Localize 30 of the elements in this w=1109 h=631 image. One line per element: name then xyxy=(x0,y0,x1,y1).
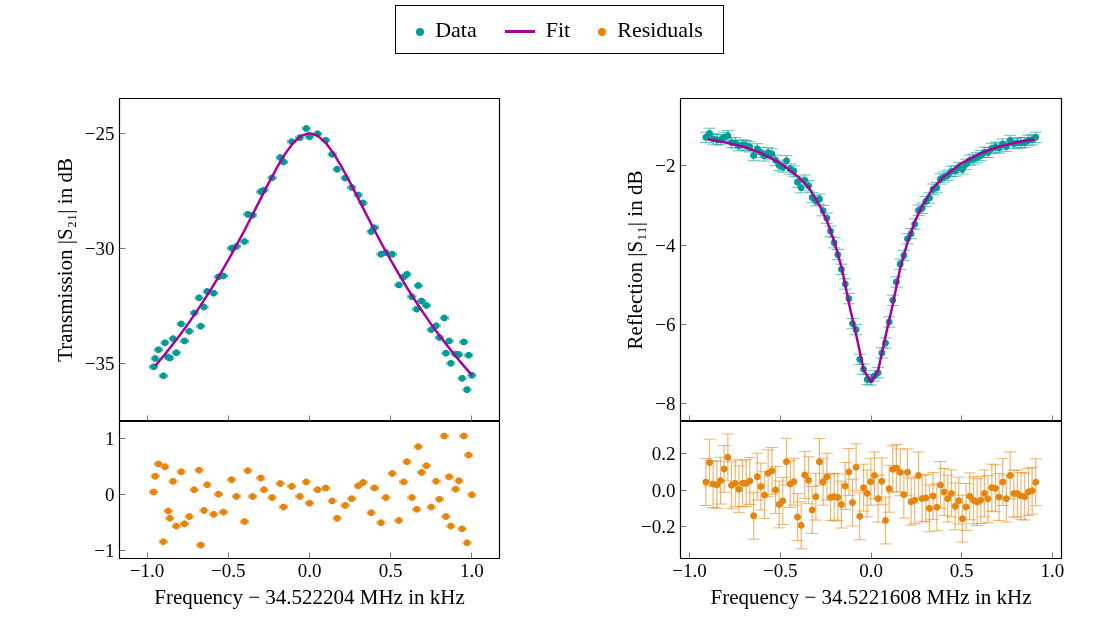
x-axis-title: Frequency − 34.5221608 MHz in kHz xyxy=(710,584,1032,609)
y-tick-label: −6 xyxy=(655,313,676,335)
y-tick-label: −30 xyxy=(84,237,115,259)
legend-label: Data xyxy=(434,17,477,42)
x-axis-title: Frequency − 34.522204 MHz in kHz xyxy=(154,584,465,609)
y-tick-label: 1 xyxy=(105,427,115,449)
y-tick-label: 0.0 xyxy=(651,479,676,501)
y-tick-label: −2 xyxy=(655,155,676,177)
y-tick-label: 0 xyxy=(105,483,115,505)
x-tick-label: 0.5 xyxy=(949,559,974,581)
y-axis-title: Reflection |S₁₁| in dB xyxy=(623,170,648,350)
x-tick-label: −1.0 xyxy=(672,559,707,581)
y-tick-label: −0.2 xyxy=(641,515,676,537)
x-tick-label: 0.0 xyxy=(859,559,883,581)
y-tick-label: −35 xyxy=(84,353,115,375)
legend-label: Residuals xyxy=(616,17,703,42)
y-tick-label: 0.2 xyxy=(651,443,676,465)
y-tick-label: −4 xyxy=(655,234,676,256)
x-tick-label: 1.0 xyxy=(1040,559,1065,581)
x-tick-label: 0.5 xyxy=(378,559,403,581)
x-tick-label: 0.0 xyxy=(297,559,322,581)
y-axis-title: Transmission |S₂₁| in dB xyxy=(52,158,77,362)
legend-label: Fit xyxy=(544,17,571,42)
x-tick-label: 1.0 xyxy=(460,559,484,581)
x-tick-label: −0.5 xyxy=(763,559,798,581)
y-tick-label: −1 xyxy=(94,539,115,561)
y-tick-label: −8 xyxy=(655,393,676,415)
x-tick-label: −1.0 xyxy=(129,559,165,581)
y-tick-label: −25 xyxy=(84,122,115,144)
x-tick-label: −0.5 xyxy=(211,559,246,581)
